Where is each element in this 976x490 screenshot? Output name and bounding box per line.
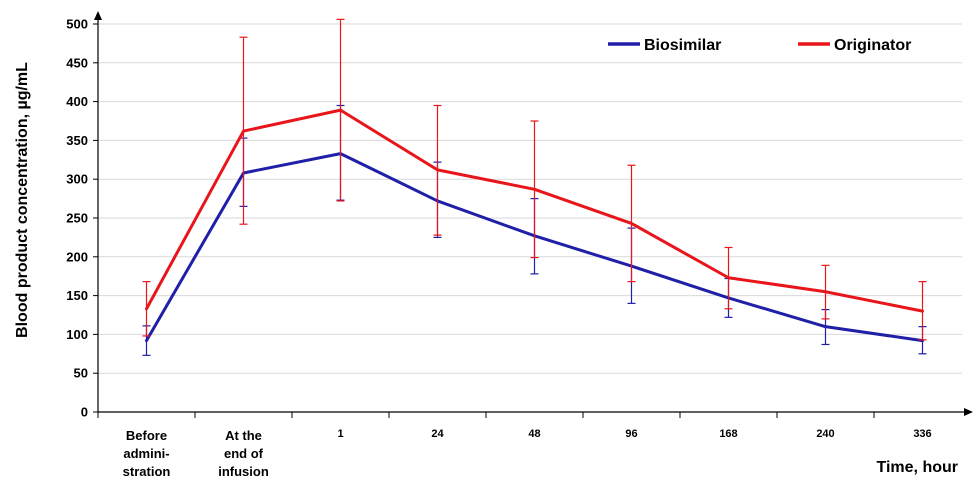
x-tick-label: At the end of infusion [218, 428, 269, 479]
x-tick-label: 1 [337, 428, 343, 440]
y-tick-label: 200 [66, 249, 88, 264]
y-axis-label: Blood product concentration, µg/mL [14, 62, 31, 338]
y-tick-label: 500 [66, 17, 88, 32]
x-tick-label-line: 336 [913, 428, 931, 440]
x-axis: Before admini-stration At the end of infusio… [97, 408, 973, 479]
legend-label: Biosimilar [644, 37, 721, 54]
x-axis-label: Time, hour [877, 459, 959, 476]
x-tick-label-line: 1 [337, 428, 343, 440]
x-tick-label-line: 96 [625, 428, 637, 440]
x-tick-label: 96 [625, 428, 637, 440]
x-tick-label-line: stration [123, 464, 171, 479]
y-axis: 0 50 100 150 200 250 300 350 400 450 500 [66, 11, 102, 420]
y-tick-label: 250 [66, 211, 88, 226]
x-tick-label-line: infusion [218, 464, 269, 479]
x-tick-label: 24 [431, 428, 444, 440]
x-tick-label-line: Before [126, 428, 167, 443]
x-axis-arrow [964, 408, 973, 416]
legend-label: Originator [834, 37, 911, 54]
y-axis-arrow [94, 11, 102, 20]
x-tick-label-line: end of [224, 446, 264, 461]
x-tick-label: 168 [719, 428, 737, 440]
x-tick-label-line: 48 [528, 428, 540, 440]
x-tick-label: 48 [528, 428, 540, 440]
x-tick-label-line: 168 [719, 428, 737, 440]
y-tick-label: 400 [66, 94, 88, 109]
y-tick-label: 300 [66, 172, 88, 187]
x-tick-label-line: 240 [816, 428, 834, 440]
x-tick-label: 240 [816, 428, 834, 440]
series-originator [142, 18, 927, 341]
x-tick-label-line: 24 [431, 428, 444, 440]
y-tick-label: 150 [66, 288, 88, 303]
gridlines [98, 23, 962, 374]
y-tick-label: 100 [66, 327, 88, 342]
legend: Biosimilar Originator [608, 37, 911, 54]
x-tick-label: Before admini-stration [123, 428, 171, 479]
x-tick-label-line: admini- [123, 446, 169, 461]
y-tick-label: 350 [66, 133, 88, 148]
y-tick-label: 0 [81, 405, 88, 420]
x-tick-label-line: At the [225, 428, 262, 443]
x-tick-label: 336 [913, 428, 931, 440]
series-layer [142, 18, 927, 356]
y-tick-label: 450 [66, 55, 88, 70]
y-tick-label: 50 [74, 366, 88, 381]
